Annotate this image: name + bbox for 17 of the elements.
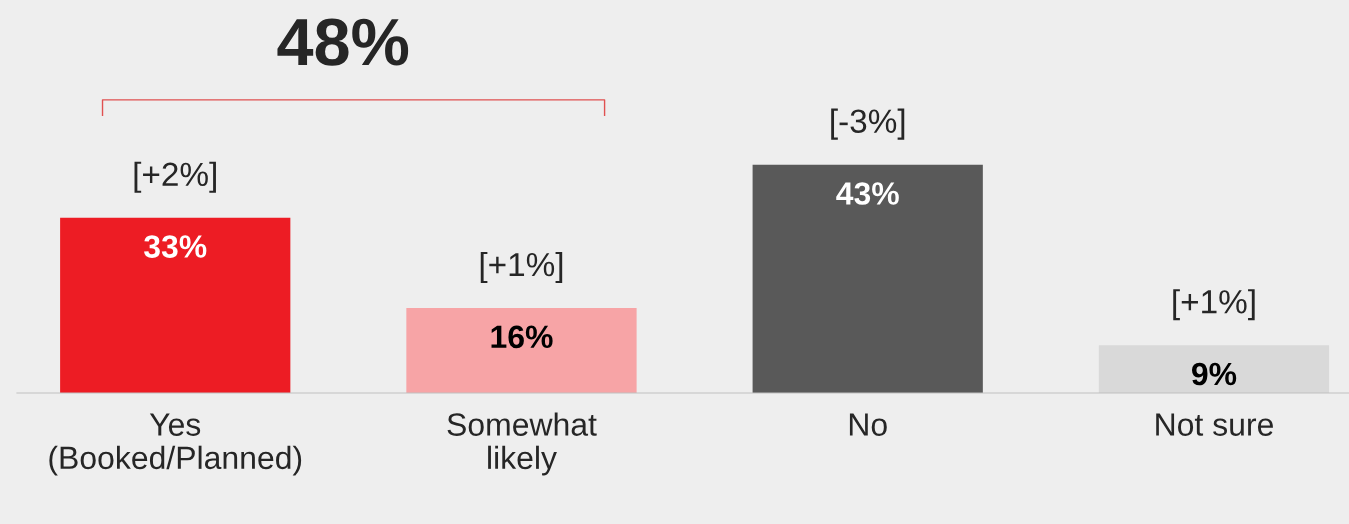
annotation: [+1%] — [1173, 289, 1255, 321]
annotation: [-3%] — [831, 108, 905, 140]
bar — [60, 217, 291, 393]
data-label: 16% — [491, 325, 553, 349]
data-label: 9% — [1191, 362, 1237, 386]
x-tick-label: Yes (Booked/Planned) — [49, 413, 302, 476]
bar — [1098, 345, 1330, 393]
data-label: 33% — [144, 235, 207, 258]
data-label: 43% — [836, 182, 899, 205]
x-tick-label: Somewhat likely — [447, 412, 597, 476]
x-tick-label: Not sure — [1156, 413, 1273, 436]
annotation: 48% — [277, 18, 409, 66]
bar — [406, 308, 637, 393]
annotation: [+1%] — [480, 251, 563, 284]
x-tick-label: No — [849, 413, 887, 436]
annotation: [+2%] — [134, 161, 216, 193]
bar — [752, 164, 983, 393]
